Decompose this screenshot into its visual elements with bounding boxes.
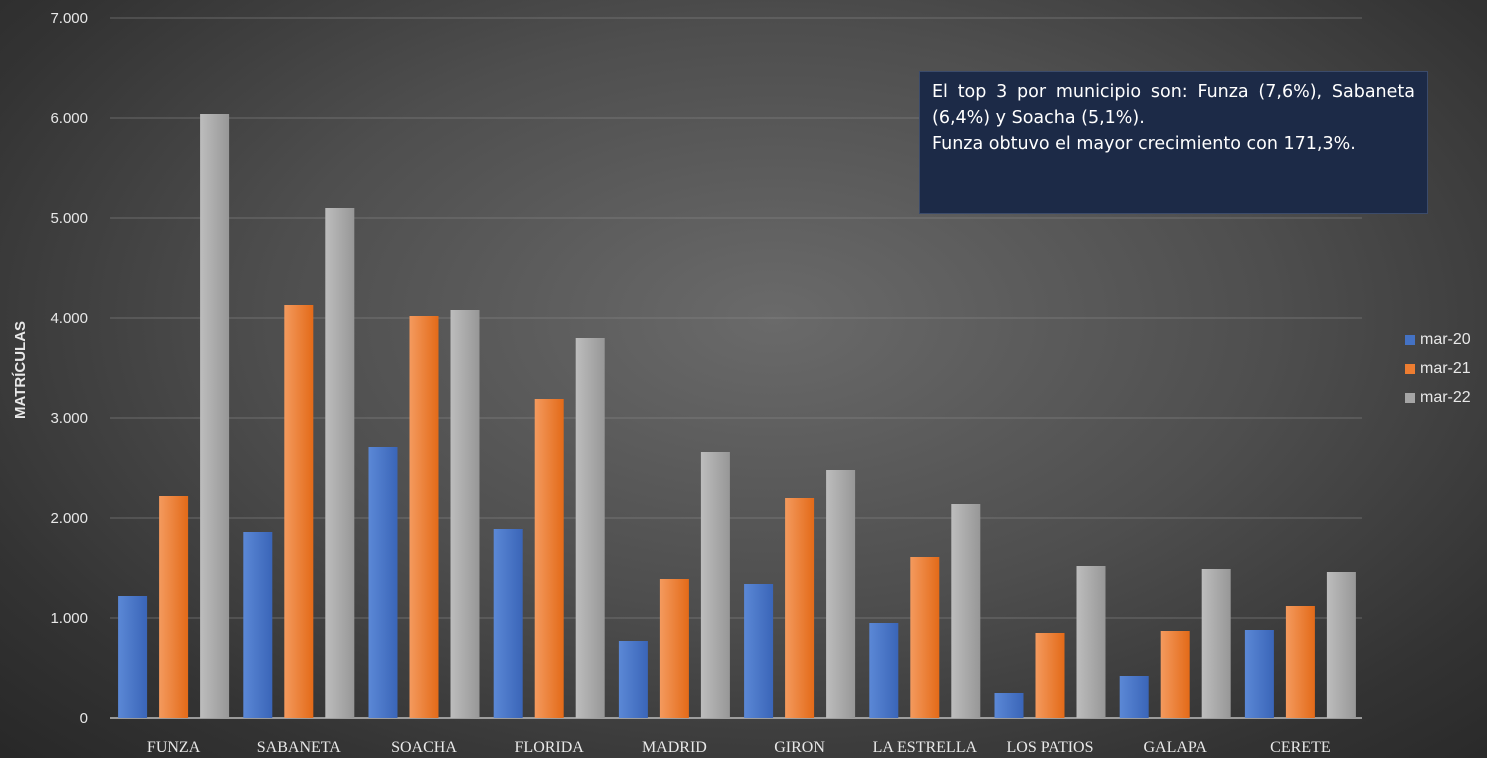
- y-axis-ticks: 0 1.000 2.000 3.000 4.000 5.000 6.000 7.000: [50, 10, 88, 727]
- bar-mar-20-sabaneta: [243, 532, 273, 718]
- y-tick-label: 1.000: [50, 610, 88, 627]
- bar-mar-22-galapa: [1201, 569, 1231, 718]
- bar-mar-21-la-estrella: [910, 557, 940, 718]
- y-axis-label: MATRÍCULAS: [12, 321, 29, 419]
- bar-mar-20-la-estrella: [869, 623, 899, 718]
- bar-mar-21-los-patios: [1035, 633, 1065, 718]
- bar-mar-22-madrid: [700, 452, 730, 718]
- legend-label: mar-22: [1420, 389, 1471, 406]
- annotation-box: El top 3 por municipio son: Funza (7,6%)…: [919, 71, 1428, 214]
- y-tick-label: 3.000: [50, 410, 88, 427]
- legend-item-mar-20: mar-20: [1405, 330, 1471, 350]
- bar-mar-21-florida: [534, 399, 564, 718]
- bar-mar-22-florida: [575, 338, 605, 718]
- x-axis-categories: FUNZA SABANETA SOACHA FLORIDA MADRID GIRON LA …: [147, 739, 1331, 756]
- x-tick-label: MADRID: [642, 739, 707, 756]
- y-tick-label: 7.000: [50, 10, 88, 27]
- legend: mar-20 mar-21 mar-22: [1405, 330, 1471, 417]
- bar-mar-20-cerete: [1244, 630, 1274, 718]
- y-tick-label: 2.000: [50, 510, 88, 527]
- bar-mar-22-giron: [826, 470, 856, 718]
- legend-swatch: [1405, 335, 1415, 345]
- y-tick-label: 0: [80, 710, 88, 727]
- legend-item-mar-22: mar-22: [1405, 388, 1471, 408]
- bar-mar-22-la-estrella: [951, 504, 981, 718]
- bar-mar-22-sabaneta: [325, 208, 355, 718]
- bar-mar-20-soacha: [368, 447, 398, 718]
- legend-swatch: [1405, 393, 1415, 403]
- legend-label: mar-21: [1420, 360, 1471, 377]
- bar-mar-20-galapa: [1119, 676, 1149, 718]
- legend-label: mar-20: [1420, 331, 1471, 348]
- x-tick-label: GALAPA: [1143, 739, 1207, 756]
- bar-mar-22-los-patios: [1076, 566, 1106, 718]
- bar-mar-21-cerete: [1285, 606, 1315, 718]
- annotation-line-1: El top 3 por municipio son: Funza (7,6%)…: [932, 82, 1415, 128]
- x-tick-label: LOS PATIOS: [1007, 739, 1094, 756]
- gridlines: [110, 17, 1362, 719]
- x-tick-label: SABANETA: [257, 739, 342, 756]
- bar-mar-21-galapa: [1160, 631, 1190, 718]
- bar-mar-20-funza: [118, 596, 148, 718]
- x-tick-label: CERETE: [1270, 739, 1330, 756]
- legend-item-mar-21: mar-21: [1405, 359, 1471, 379]
- bar-mar-21-madrid: [659, 579, 689, 718]
- bar-mar-21-giron: [785, 498, 815, 718]
- x-tick-label: LA ESTRELLA: [873, 739, 978, 756]
- bar-mar-22-soacha: [450, 310, 480, 718]
- x-tick-label: FUNZA: [147, 739, 201, 756]
- bar-mar-21-soacha: [409, 316, 439, 718]
- x-tick-label: SOACHA: [391, 739, 457, 756]
- y-tick-label: 4.000: [50, 310, 88, 327]
- bar-mar-21-funza: [159, 496, 189, 718]
- y-tick-label: 6.000: [50, 110, 88, 127]
- bar-mar-21-sabaneta: [284, 305, 314, 718]
- legend-swatch: [1405, 364, 1415, 374]
- y-tick-label: 5.000: [50, 210, 88, 227]
- bar-mar-22-cerete: [1326, 572, 1356, 718]
- bar-mar-20-giron: [744, 584, 774, 718]
- bar-mar-20-los-patios: [994, 693, 1024, 718]
- x-tick-label: GIRON: [774, 739, 825, 756]
- bar-mar-22-funza: [200, 114, 230, 718]
- bar-mar-20-madrid: [618, 641, 648, 718]
- annotation-line-2: Funza obtuvo el mayor crecimiento con 17…: [932, 134, 1356, 154]
- x-tick-label: FLORIDA: [515, 739, 585, 756]
- bars: [118, 114, 1356, 718]
- bar-mar-20-florida: [493, 529, 523, 718]
